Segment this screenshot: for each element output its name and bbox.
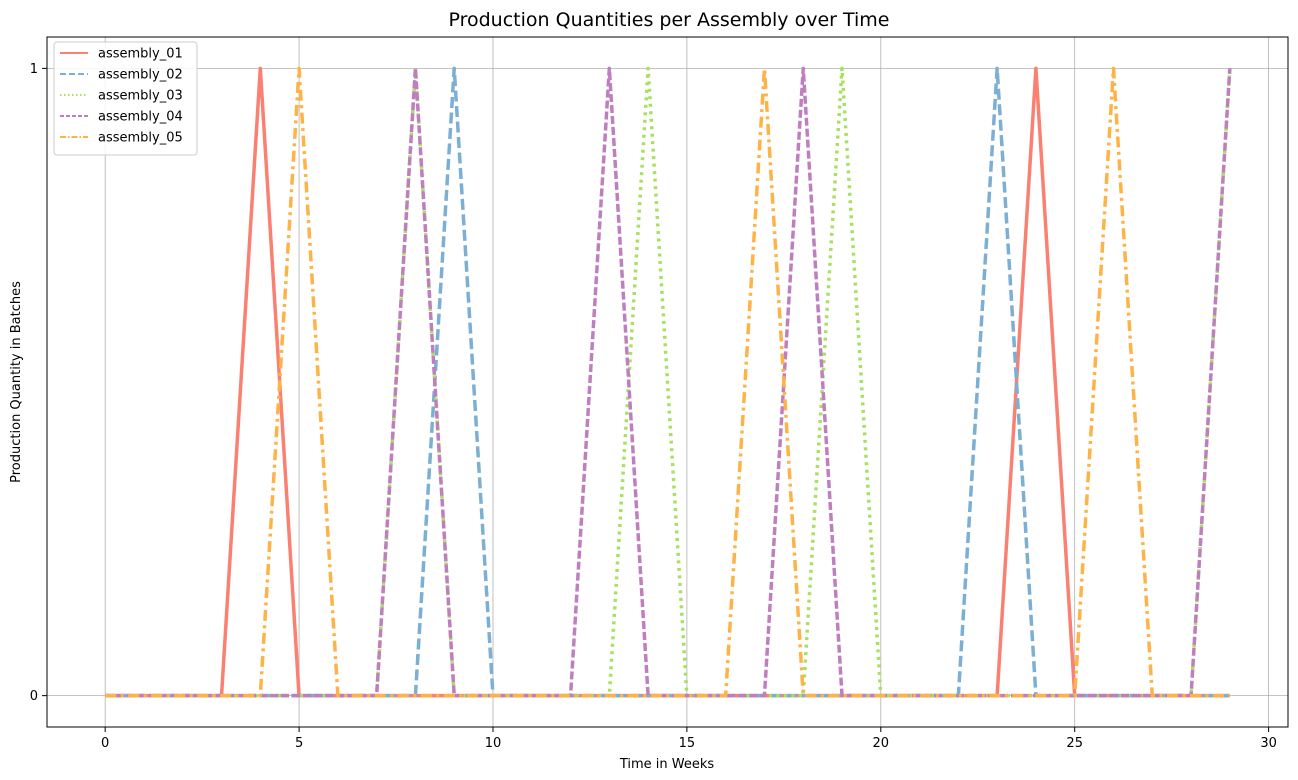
legend-label: assembly_04 [98, 110, 183, 125]
y-axis-ticks: 01 [30, 62, 47, 704]
legend-box [53, 41, 198, 156]
legend: assembly_01 assembly_02 assembly_03assembl… [53, 41, 198, 156]
x-tick-label: 0 [101, 736, 109, 751]
grid-lines [47, 37, 1288, 727]
x-tick-label: 25 [1066, 736, 1083, 751]
series-lines [105, 66, 1232, 698]
chart-title: Production Quantities per Assembly over … [448, 9, 889, 31]
x-tick-label: 30 [1260, 736, 1277, 751]
x-axis-ticks: 0 5 10 15 20 25 30 [101, 727, 1277, 751]
x-tick-label: 20 [873, 736, 890, 751]
y-tick-label: 0 [30, 689, 38, 704]
y-axis-label: Production Quantity in Batches [9, 281, 24, 483]
plot-frame [46, 36, 1289, 728]
x-tick-label: 15 [679, 736, 696, 751]
series-line-assembly-05 [105, 66, 1230, 698]
legend-label: assembly_03 [98, 89, 183, 104]
legend-label: assembly_05 [98, 131, 183, 146]
y-tick-label: 1 [30, 62, 38, 77]
x-tick-label: 5 [295, 736, 303, 751]
series-line-assembly-03 [105, 66, 1232, 698]
x-tick-label: 10 [485, 736, 502, 751]
x-axis-label: Time in Weeks [619, 757, 715, 772]
legend-label: assembly_02 [98, 68, 183, 83]
legend-label: assembly_01 [98, 47, 183, 62]
